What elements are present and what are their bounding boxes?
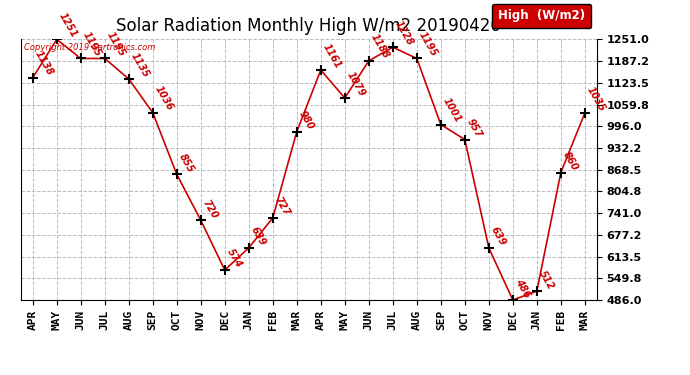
Text: 1228: 1228 [393, 19, 415, 47]
Text: Copyright 2019 Cartronics.com: Copyright 2019 Cartronics.com [23, 43, 155, 52]
Text: 512: 512 [537, 268, 555, 291]
Text: 720: 720 [201, 198, 219, 220]
Text: 1188: 1188 [368, 33, 391, 61]
Text: 1001: 1001 [441, 96, 463, 124]
Text: 639: 639 [489, 225, 508, 248]
Text: 1035: 1035 [585, 85, 607, 113]
Legend: High  (W/m2): High (W/m2) [492, 4, 591, 28]
Text: 980: 980 [297, 109, 315, 132]
Text: 1036: 1036 [152, 84, 175, 112]
Text: 860: 860 [561, 150, 580, 172]
Title: Solar Radiation Monthly High W/m2 20190420: Solar Radiation Monthly High W/m2 201904… [117, 17, 501, 35]
Text: 1135: 1135 [129, 51, 151, 79]
Text: 1195: 1195 [417, 30, 439, 58]
Text: 574: 574 [225, 248, 244, 270]
Text: 1251: 1251 [57, 11, 79, 39]
Text: 727: 727 [273, 195, 292, 218]
Text: 1138: 1138 [32, 50, 55, 78]
Text: 639: 639 [249, 225, 268, 248]
Text: 1195: 1195 [81, 30, 103, 58]
Text: 855: 855 [177, 152, 195, 174]
Text: 1079: 1079 [345, 70, 367, 98]
Text: 1161: 1161 [321, 42, 343, 70]
Text: 486: 486 [513, 278, 531, 300]
Text: 957: 957 [465, 117, 484, 140]
Text: 1195: 1195 [105, 30, 127, 58]
